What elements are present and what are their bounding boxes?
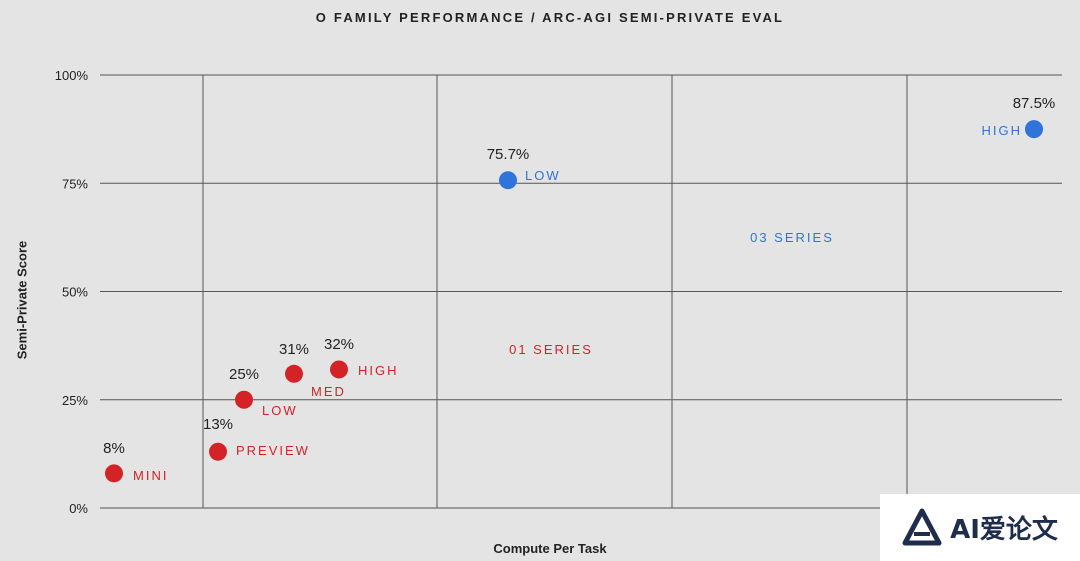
x-axis-label: Compute Per Task <box>493 541 607 556</box>
y-tick-label: 0% <box>69 501 88 516</box>
data-point-label: HIGH <box>358 363 399 378</box>
y-tick-label: 50% <box>62 285 88 300</box>
data-point <box>499 171 517 190</box>
data-value-label: 32% <box>324 336 354 353</box>
data-point-label: PREVIEW <box>236 443 310 458</box>
data-point <box>285 364 303 383</box>
data-value-label: 31% <box>279 341 309 358</box>
data-point-label: HIGH <box>982 123 1023 138</box>
series-label: 01 SERIES <box>509 342 593 357</box>
data-value-label: 25% <box>229 366 259 383</box>
data-point-label: LOW <box>262 403 298 418</box>
y-tick-label: 75% <box>62 176 88 191</box>
data-value-label: 75.7% <box>487 146 530 163</box>
y-tick-label: 100% <box>55 68 89 83</box>
data-value-label: 13% <box>203 416 233 433</box>
data-point <box>209 442 227 461</box>
data-point <box>105 464 123 483</box>
chart-title: O FAMILY PERFORMANCE / ARC-AGI SEMI-PRIV… <box>315 10 785 25</box>
data-point-label: MED <box>311 384 346 399</box>
watermark: AI爱论文 <box>880 494 1080 561</box>
data-point <box>1025 120 1043 139</box>
y-tick-label: 25% <box>62 393 88 408</box>
series-label: 03 SERIES <box>750 230 834 245</box>
data-point-label: MINI <box>133 468 168 483</box>
data-value-label: 87.5% <box>1013 95 1056 112</box>
data-value-label: 8% <box>103 440 125 457</box>
data-point <box>235 390 253 409</box>
watermark-text: AI爱论文 <box>950 515 1058 545</box>
data-point-label: LOW <box>525 168 561 183</box>
a-logo-icon <box>902 508 942 545</box>
data-point <box>330 360 348 379</box>
